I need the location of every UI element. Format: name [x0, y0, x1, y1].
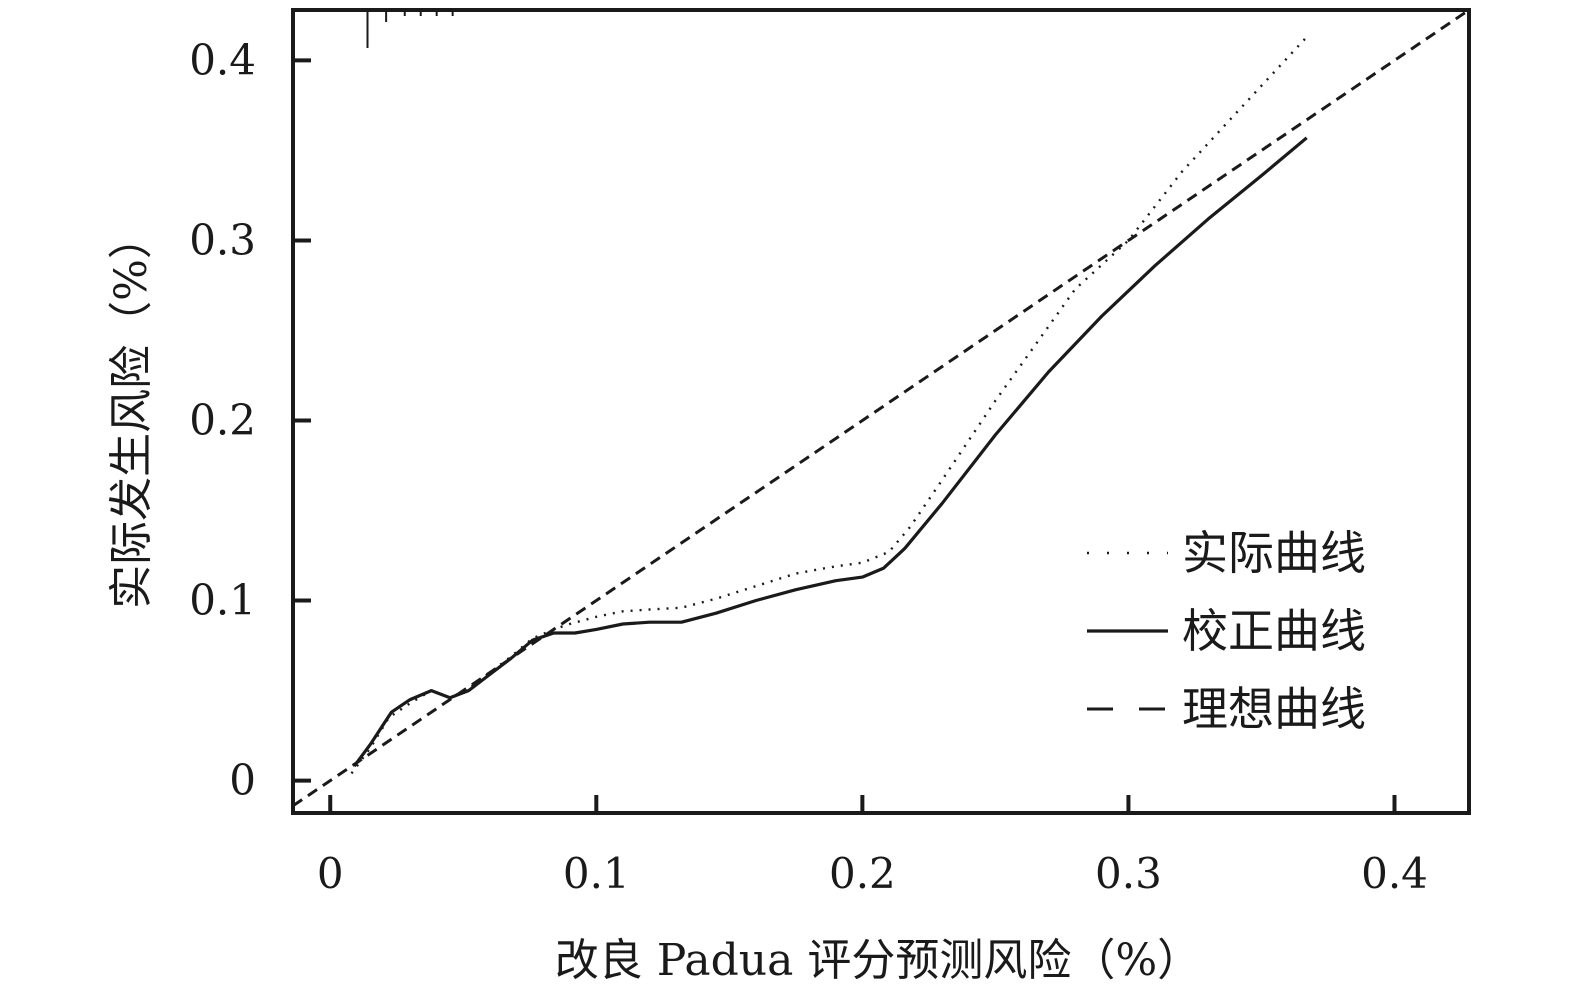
y-tick-label: 0.4 — [189, 35, 256, 84]
series-lines — [292, 8, 1470, 808]
calibrated-curve — [352, 136, 1308, 768]
y-axis-title: 实际发生风险（%） — [106, 215, 157, 609]
legend-label-ideal-curve: 理想曲线 — [1182, 682, 1366, 736]
x-tick-label: 0 — [317, 849, 344, 898]
y-tick-label: 0.1 — [189, 576, 256, 625]
y-tick-label: 0 — [229, 756, 256, 805]
actual-curve — [350, 36, 1308, 775]
x-tick-label: 0.4 — [1361, 849, 1428, 898]
x-tick-label: 0.2 — [829, 849, 896, 898]
plot-frame — [291, 8, 1471, 815]
legend-label-calibrated-curve: 校正曲线 — [1182, 604, 1366, 658]
y-axis-ticks: 0 0.1 0.2 0.3 0.4 — [189, 35, 311, 805]
x-tick-label: 0.1 — [563, 849, 630, 898]
x-tick-label: 0.3 — [1095, 849, 1162, 898]
y-tick-label: 0.3 — [189, 215, 256, 264]
x-axis-title: 改良 Padua 评分预测风险（%） — [555, 935, 1201, 986]
y-tick-label: 0.2 — [189, 396, 256, 445]
ideal-curve — [292, 8, 1470, 808]
rug-marks — [366, 10, 454, 48]
legend-label-actual-curve: 实际曲线 — [1182, 526, 1366, 580]
x-axis-ticks: 0 0.1 0.2 0.3 0.4 — [317, 795, 1428, 898]
